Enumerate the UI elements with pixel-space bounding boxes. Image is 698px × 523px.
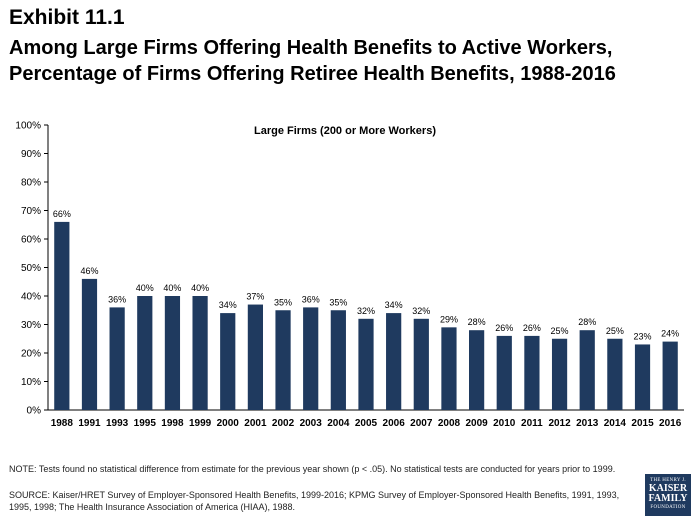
- x-tick-label: 2002: [272, 418, 295, 429]
- data-label: 40%: [191, 283, 209, 293]
- data-label: 29%: [440, 314, 458, 324]
- bar: [441, 327, 457, 410]
- logo-line-3: FAMILY: [648, 493, 688, 504]
- x-tick-label: 2011: [521, 418, 543, 429]
- data-label: 32%: [357, 306, 375, 316]
- data-label: 34%: [219, 300, 237, 310]
- x-tick-label: 1995: [134, 418, 157, 429]
- data-label: 32%: [412, 306, 430, 316]
- data-label: 28%: [578, 317, 596, 327]
- data-label: 46%: [80, 266, 98, 276]
- y-tick-label: 20%: [21, 349, 41, 360]
- x-tick-label: 2001: [244, 418, 267, 429]
- x-tick-label: 2005: [355, 418, 378, 429]
- kff-logo: THE HENRY J. KAISER FAMILY FOUNDATION: [645, 474, 691, 516]
- chart-title: Large Firms (200 or More Workers): [254, 125, 436, 137]
- bar: [358, 318, 374, 410]
- x-tick-label: 2006: [383, 418, 406, 429]
- x-tick-label: 2015: [631, 418, 654, 429]
- data-label: 66%: [53, 209, 71, 219]
- bar: [192, 296, 208, 410]
- data-label: 26%: [495, 323, 513, 333]
- data-label: 40%: [163, 283, 181, 293]
- data-label: 36%: [108, 294, 126, 304]
- bar: [496, 335, 512, 410]
- x-tick-label: 2012: [548, 418, 571, 429]
- footnote: NOTE: Tests found no statistical differe…: [9, 464, 616, 474]
- bar: [275, 310, 291, 410]
- x-tick-label: 2014: [604, 418, 627, 429]
- page-title: Among Large Firms Offering Health Benefi…: [9, 37, 616, 85]
- bar: [413, 318, 429, 410]
- x-tick-label: 2016: [659, 418, 682, 429]
- bar: [164, 296, 181, 410]
- source-note: SOURCE: Kaiser/HRET Survey of Employer-S…: [9, 490, 620, 512]
- data-label: 26%: [523, 323, 541, 333]
- bar: [607, 338, 623, 410]
- logo-line-4: FOUNDATION: [650, 505, 686, 510]
- bar: [137, 296, 153, 410]
- data-label: 28%: [468, 317, 486, 327]
- y-tick-label: 30%: [21, 320, 41, 331]
- x-tick-label: 2003: [300, 418, 323, 429]
- bar: [247, 304, 263, 410]
- bar: [662, 341, 678, 410]
- y-tick-label: 50%: [21, 263, 41, 274]
- y-tick-label: 60%: [21, 235, 41, 246]
- bar: [634, 344, 651, 410]
- x-tick-label: 1998: [161, 418, 184, 429]
- x-tick-label: 1988: [51, 418, 74, 429]
- x-tick-label: 2004: [327, 418, 350, 429]
- data-label: 35%: [329, 297, 347, 307]
- bar: [109, 307, 125, 410]
- x-tick-label: 2000: [217, 418, 240, 429]
- data-label: 25%: [551, 326, 569, 336]
- exhibit-label: Exhibit 11.1: [9, 6, 125, 29]
- y-tick-label: 10%: [21, 377, 41, 388]
- bar: [469, 330, 485, 410]
- data-label: 37%: [246, 292, 264, 302]
- x-tick-label: 1993: [106, 418, 129, 429]
- bar: [579, 330, 595, 410]
- chart-container: Large Firms (200 or More Workers) 0% 10% 2…: [0, 110, 698, 440]
- y-tick-label: 70%: [21, 206, 41, 217]
- y-tick-label: 40%: [21, 292, 41, 303]
- data-label: 34%: [385, 300, 403, 310]
- data-label: 36%: [302, 294, 320, 304]
- bar: [524, 335, 540, 410]
- logo-line-2: KAISER: [648, 483, 688, 494]
- bar: [386, 313, 402, 410]
- y-tick-label: 90%: [21, 149, 41, 160]
- data-label: 35%: [274, 297, 292, 307]
- x-tick-label: 2008: [438, 418, 461, 429]
- bar: [330, 310, 346, 410]
- bar: [54, 221, 70, 410]
- x-tick-label: 1999: [189, 418, 212, 429]
- x-tick-label: 2009: [465, 418, 488, 429]
- data-label: 25%: [606, 326, 624, 336]
- data-label: 23%: [634, 331, 652, 341]
- bar-chart: Large Firms (200 or More Workers) 0% 10% 2…: [15, 121, 684, 429]
- data-label: 40%: [136, 283, 154, 293]
- y-tick-label: 80%: [21, 178, 41, 189]
- data-label: 24%: [661, 329, 679, 339]
- x-tick-label: 2007: [410, 418, 433, 429]
- bar: [81, 278, 98, 410]
- y-tick-label: 100%: [15, 121, 41, 132]
- logo-line-1: THE HENRY J.: [650, 478, 686, 483]
- bar: [551, 338, 568, 410]
- bar: [303, 307, 319, 410]
- bar: [220, 313, 236, 410]
- x-tick-label: 2010: [493, 418, 516, 429]
- y-tick-label: 0%: [27, 406, 42, 417]
- x-tick-label: 1991: [78, 418, 101, 429]
- x-tick-label: 2013: [576, 418, 599, 429]
